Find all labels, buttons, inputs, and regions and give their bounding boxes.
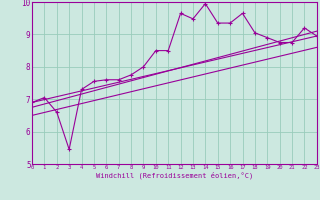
X-axis label: Windchill (Refroidissement éolien,°C): Windchill (Refroidissement éolien,°C) <box>96 172 253 179</box>
